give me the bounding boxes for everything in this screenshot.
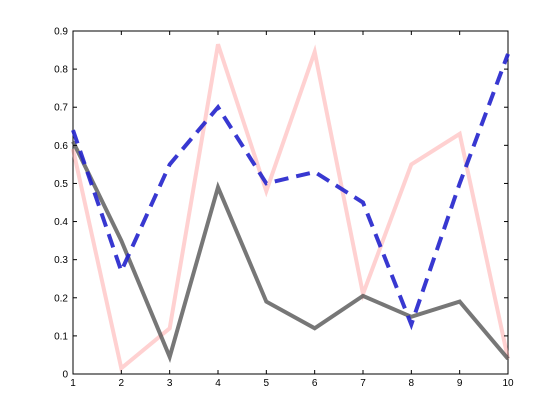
y-axis: 0 0.1 0.2 0.3 0.4 0.5 0.6 0.7 0.8 0.9 bbox=[54, 27, 508, 381]
x-tick-label: 9 bbox=[457, 378, 463, 389]
x-tick-label: 2 bbox=[119, 378, 125, 389]
x-tick-label: 10 bbox=[502, 378, 514, 389]
series-layer bbox=[71, 43, 510, 372]
y-tick-label: 0.4 bbox=[54, 217, 68, 228]
y-tick-label: 0.9 bbox=[54, 27, 68, 38]
y-tick-label: 0.5 bbox=[54, 179, 68, 190]
y-tick-label: 0.6 bbox=[54, 141, 68, 152]
x-tick-label: 1 bbox=[70, 378, 76, 389]
x-axis: 1 2 3 4 5 6 7 8 9 10 bbox=[70, 31, 514, 389]
y-tick-label: 0.8 bbox=[54, 65, 68, 76]
x-tick-label: 3 bbox=[167, 378, 173, 389]
y-tick-label: 0.7 bbox=[54, 103, 68, 114]
x-tick-label: 4 bbox=[215, 378, 221, 389]
y-tick-label: 0.3 bbox=[54, 255, 68, 266]
x-tick-label: 5 bbox=[264, 378, 270, 389]
series-line-2 bbox=[71, 140, 510, 363]
x-tick-label: 7 bbox=[360, 378, 366, 389]
series-line-3 bbox=[71, 53, 510, 331]
y-tick-label: 0.1 bbox=[54, 331, 68, 342]
x-tick-label: 8 bbox=[409, 378, 415, 389]
plot-area bbox=[72, 30, 509, 375]
x-tick-label: 6 bbox=[312, 378, 318, 389]
y-tick-label: 0.2 bbox=[54, 293, 68, 304]
series-line-1 bbox=[71, 43, 510, 372]
y-tick-label: 0 bbox=[62, 370, 68, 381]
